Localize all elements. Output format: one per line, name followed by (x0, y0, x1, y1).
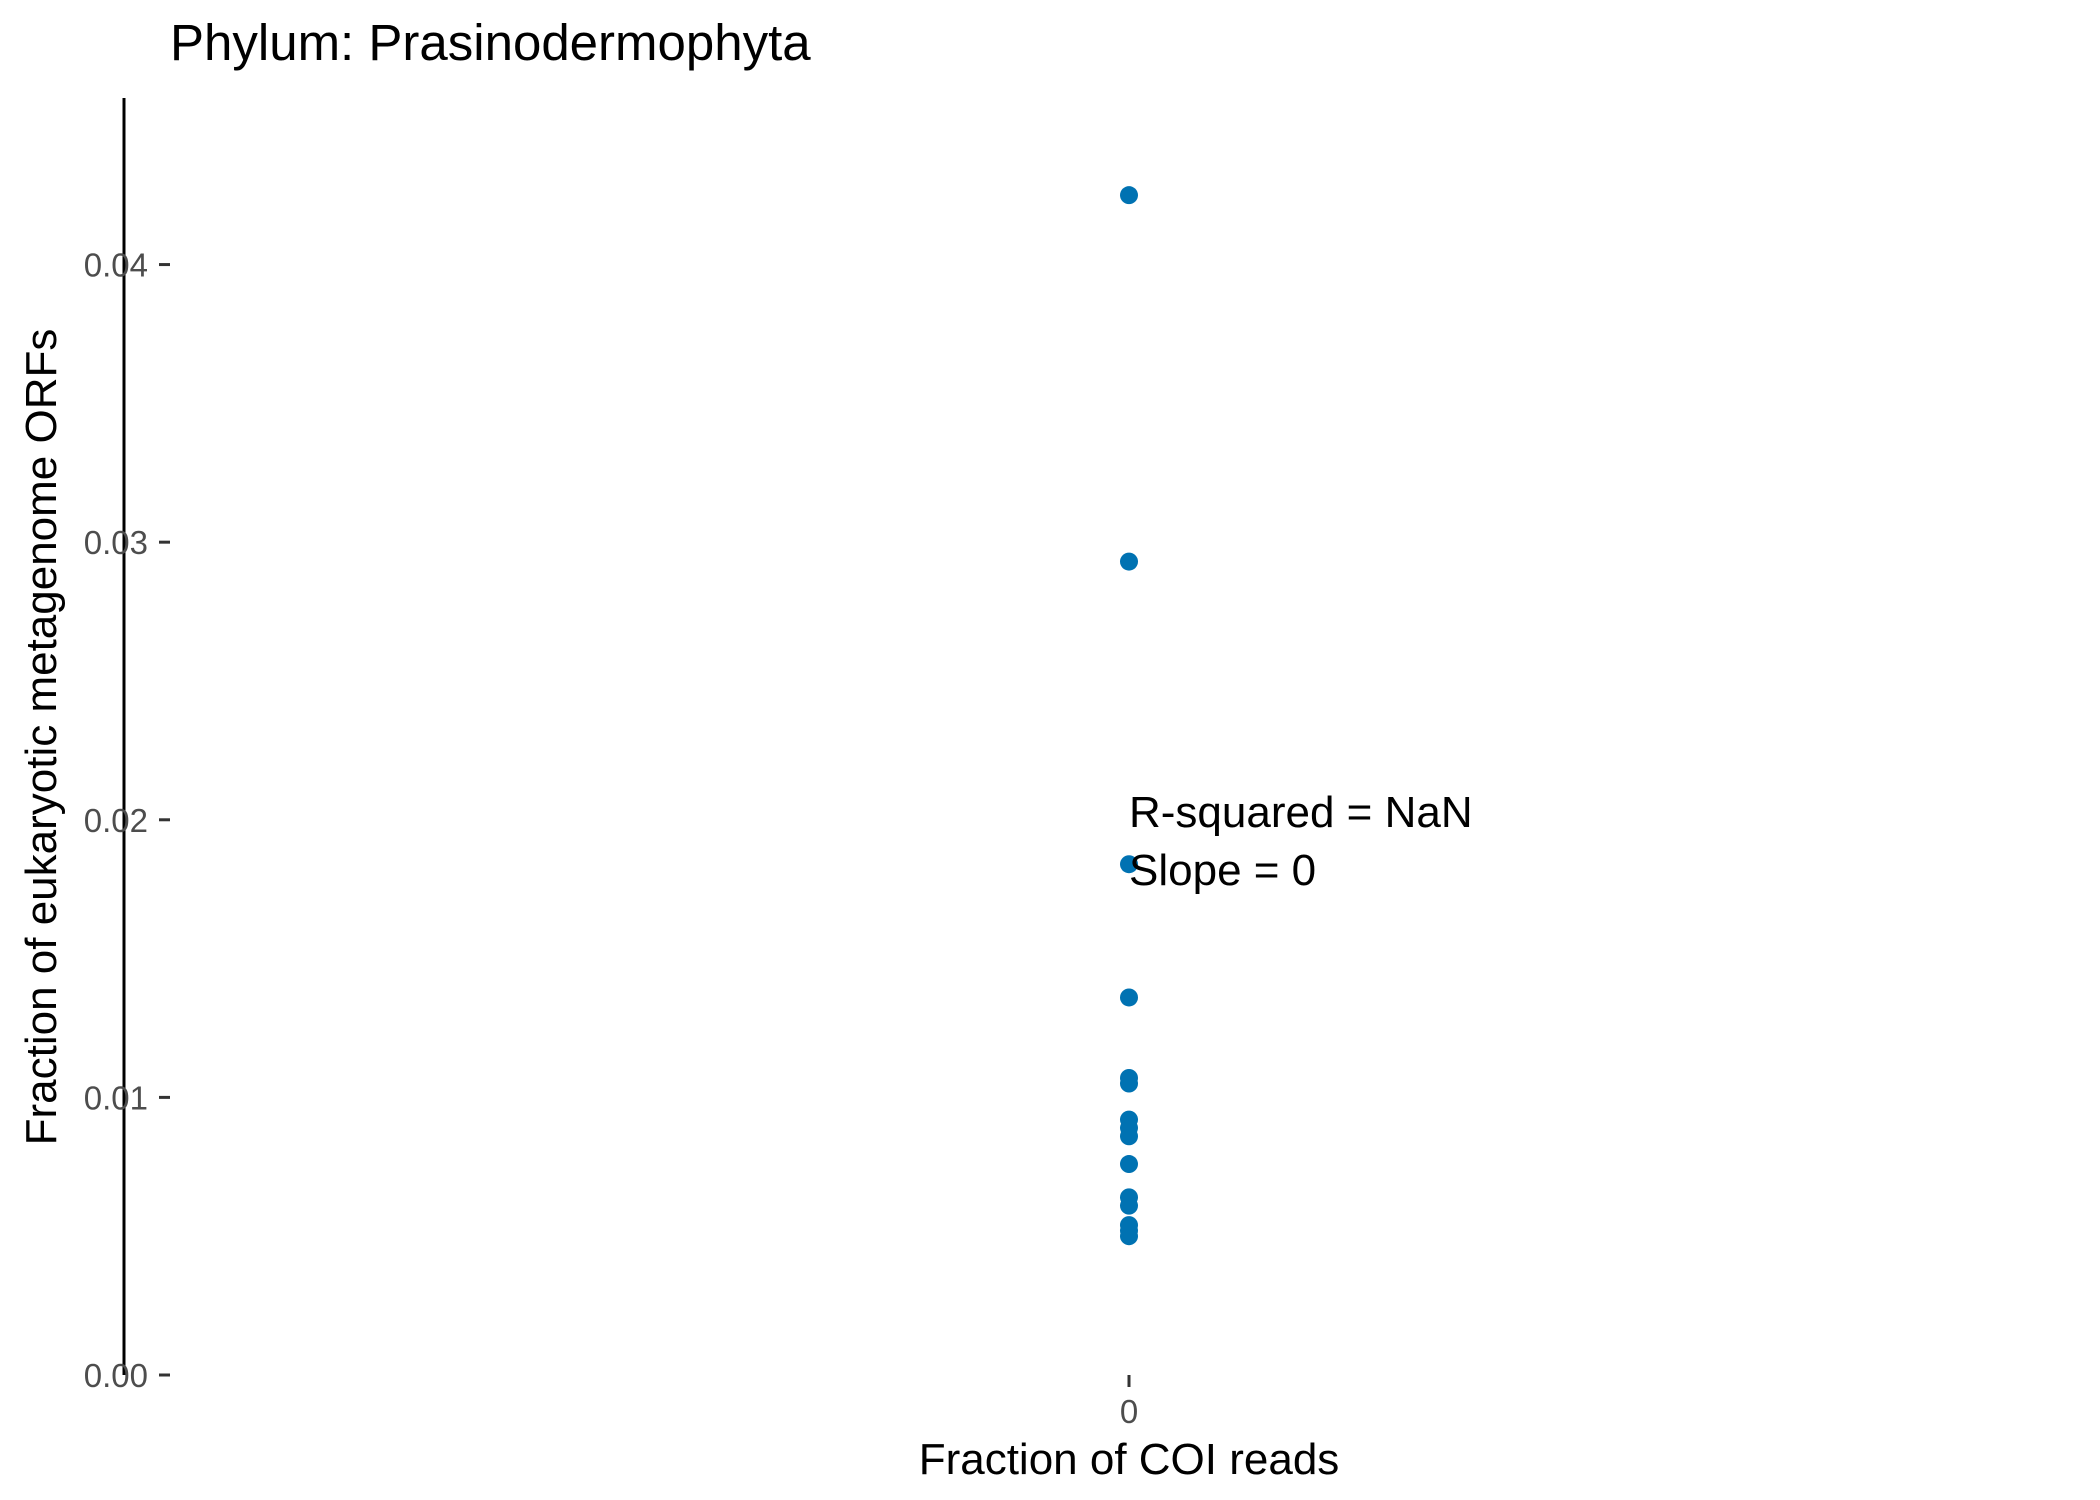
data-point (1120, 1227, 1138, 1246)
x-axis-ticks: 0 (1120, 1375, 1138, 1430)
y-axis-title: Fraction of eukaryotic metagenome ORFs (17, 329, 66, 1146)
data-points (1120, 186, 1138, 1246)
data-point (1120, 1074, 1138, 1093)
y-tick-label: 0.03 (84, 524, 148, 561)
y-tick-label: 0.02 (84, 802, 148, 839)
y-tick-label: 0.04 (84, 247, 148, 284)
r-squared-annotation: R-squared = NaN (1129, 788, 1473, 837)
data-point (1120, 988, 1138, 1007)
y-tick-label: 0.01 (84, 1079, 148, 1116)
slope-annotation: Slope = 0 (1129, 846, 1316, 895)
data-point (1120, 1196, 1138, 1215)
y-tick-label: 0.00 (84, 1357, 148, 1394)
data-point (1120, 1127, 1138, 1146)
chart-title: Phylum: Prasinodermophyta (170, 14, 811, 71)
data-point (1120, 855, 1138, 874)
data-point (1120, 1155, 1138, 1174)
x-tick-label: 0 (1120, 1393, 1138, 1430)
x-axis-title: Fraction of COI reads (919, 1435, 1340, 1484)
data-point (1120, 552, 1138, 571)
y-axis-ticks: 0.00 0.01 0.02 0.03 0.04 (84, 247, 170, 1394)
data-point (1120, 186, 1138, 205)
